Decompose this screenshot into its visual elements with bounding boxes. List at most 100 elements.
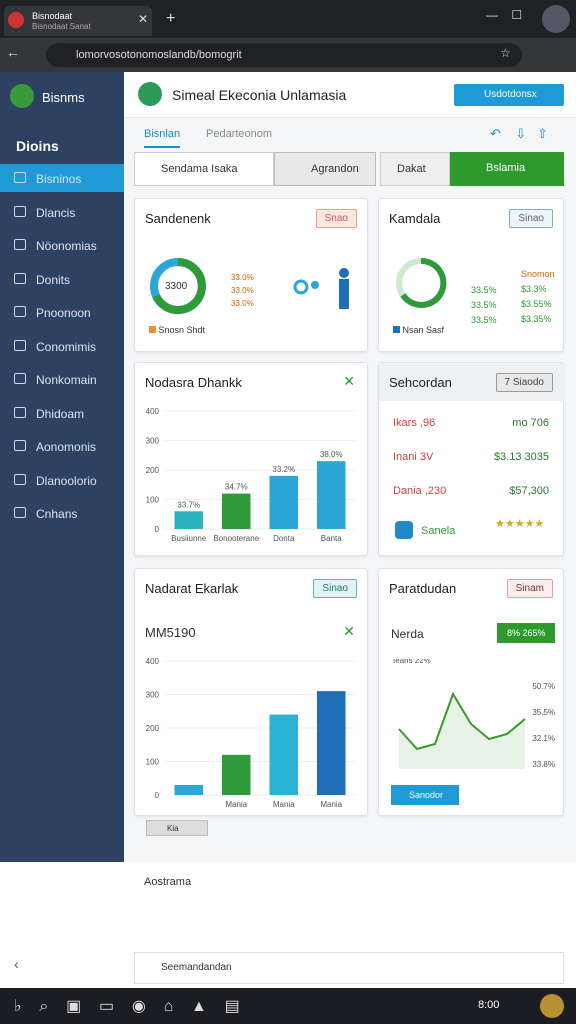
chart: fearis 22% 50.7% 35.5% 32.1% 33.8%	[393, 659, 555, 769]
row-value: mo 706	[512, 417, 549, 429]
avatar[interactable]	[540, 994, 564, 1018]
menu-icon	[14, 239, 26, 250]
subtitle: Nerda	[391, 627, 424, 641]
close[interactable]: ✕	[138, 12, 149, 26]
bottom-label: Aostrama	[144, 876, 192, 888]
bar	[174, 511, 203, 529]
menu-item[interactable]: Conomimis	[36, 339, 97, 354]
annotation: 33.8%	[532, 760, 555, 769]
column: Snomon $3.3% $3.55% $3.35%	[521, 267, 555, 327]
close[interactable]: ✕	[343, 623, 355, 639]
badge[interactable]: 7 Siaodo	[495, 373, 553, 392]
y-tick-label: 300	[146, 691, 160, 700]
card-title: Kamdala	[389, 211, 441, 226]
chart: 0 100 200 300 400 Busiiunne 33.7% Bonooterane 34…	[146, 407, 355, 543]
header-button[interactable]: Usdotdonsx	[454, 84, 564, 106]
annotation: 32.1%	[532, 734, 555, 743]
favicon	[8, 12, 24, 28]
menu-item[interactable]: Dhidoam	[36, 406, 85, 421]
menu-item[interactable]: Nöonomias	[36, 239, 97, 253]
bottom-search[interactable]: Seemandandan	[134, 952, 564, 984]
menu-item[interactable]: Dlanoolorio	[36, 473, 97, 488]
button[interactable]: Bslamia	[450, 152, 564, 186]
annotation: 50.7%	[532, 682, 555, 691]
value: 33.5%	[471, 285, 497, 295]
annotation: 35.5%	[532, 708, 555, 717]
tab[interactable]: Pedarteonom	[206, 128, 273, 140]
header-logo	[138, 82, 162, 106]
legend: Nsan Sasf	[393, 325, 444, 335]
menu-icon	[14, 473, 26, 485]
button[interactable]: Dakat	[380, 152, 450, 186]
y-tick-label: 400	[146, 407, 160, 416]
sidebar: Bisnms Dioins Bisninos Dlancis Nöonomias Do…	[0, 72, 124, 862]
menu-icon	[14, 272, 26, 284]
menu-item[interactable]: Cnhans	[36, 507, 78, 521]
area	[399, 694, 525, 769]
sidebar-heading: Dioins	[16, 138, 59, 154]
bar	[222, 493, 251, 529]
x-tick-label: Mania	[225, 800, 247, 809]
card-title: Nodasra Dhankk	[145, 375, 242, 390]
line	[398, 691, 526, 751]
x-tick-label: Donta	[273, 534, 295, 543]
button[interactable]: Agrandon	[274, 152, 376, 186]
window-controls[interactable]: — ☐	[486, 8, 523, 22]
value: $3.35%	[521, 314, 552, 324]
menu-item[interactable]: Bisninos	[36, 172, 82, 186]
x-tick-label: Banta	[321, 534, 342, 543]
value: MM5190	[145, 625, 196, 640]
x-tick-label: Bonooterane	[213, 534, 259, 543]
bar	[317, 461, 346, 529]
icon	[395, 521, 413, 539]
window-close[interactable]	[542, 5, 570, 33]
annotation: 33.2%	[272, 465, 295, 474]
bar	[317, 691, 346, 795]
legend: Snosn Shdt	[149, 325, 205, 335]
button[interactable]: Sanodor	[391, 785, 459, 805]
tab[interactable]: Bisnodaat Bisnodaat Sanat ✕	[4, 6, 152, 36]
new-tab[interactable]: +	[166, 10, 176, 27]
menu-item[interactable]: Aonomonis	[36, 440, 97, 454]
card-title: Sandenenk	[145, 211, 211, 226]
stars: ★★★★★	[495, 518, 545, 530]
row-label: Inani 3V	[393, 451, 434, 463]
menu-icon	[14, 205, 26, 217]
menu-item[interactable]: Pnoonoon	[36, 306, 91, 320]
taskbar: ♭ ⌕ ▣ ▭ ◉ ⌂ ▲ ▤ 8:00	[0, 988, 576, 1024]
back[interactable]: ‹	[14, 956, 19, 972]
header-title: Simeal Ekeconia Unlamasia	[172, 87, 347, 103]
menu-item[interactable]: Dlancis	[36, 205, 76, 220]
clock: 8:00	[478, 999, 500, 1011]
menu-icon	[14, 172, 26, 183]
tab-icons[interactable]: ↶ ⇩ ⇧	[490, 126, 548, 141]
y-tick-label: 100	[146, 758, 160, 767]
badge[interactable]: Snao	[315, 209, 357, 228]
taskbar-icons[interactable]: ♭ ⌕ ▣ ▭ ◉ ⌂ ▲ ▤	[14, 998, 240, 1015]
row-value: $3.13 3035	[493, 451, 549, 463]
label: 33.0%	[231, 286, 254, 295]
tag: 8% 265%	[497, 623, 555, 643]
label: 33.0%	[231, 273, 254, 282]
menu-item[interactable]: Nonkomain	[36, 373, 97, 387]
url-field[interactable]: lomorvosotonomoslandb/bomogrit ☆	[46, 43, 522, 67]
back[interactable]: ←	[6, 44, 20, 60]
menu-icon	[14, 440, 26, 451]
chip[interactable]: Kia	[146, 820, 208, 836]
badge[interactable]: Sinao	[313, 579, 357, 598]
badge[interactable]: Sinao	[509, 209, 553, 228]
badge[interactable]: Sinam	[506, 579, 553, 598]
bar	[222, 754, 251, 795]
menu-icon	[14, 339, 26, 351]
x-tick-label: Busiiunne	[171, 534, 207, 543]
menu-item[interactable]: Donits	[36, 272, 71, 287]
annotation: 33.7%	[177, 500, 200, 509]
bar	[174, 784, 203, 795]
search[interactable]: Sendama Isaka	[134, 152, 274, 186]
close[interactable]: ✕	[343, 373, 355, 389]
tab-active[interactable]: Bisnlan	[144, 128, 181, 148]
row-label: Ikars ,96	[393, 417, 436, 429]
bar	[269, 714, 298, 795]
menu-icon	[14, 306, 26, 317]
star[interactable]: ☆	[500, 46, 511, 60]
